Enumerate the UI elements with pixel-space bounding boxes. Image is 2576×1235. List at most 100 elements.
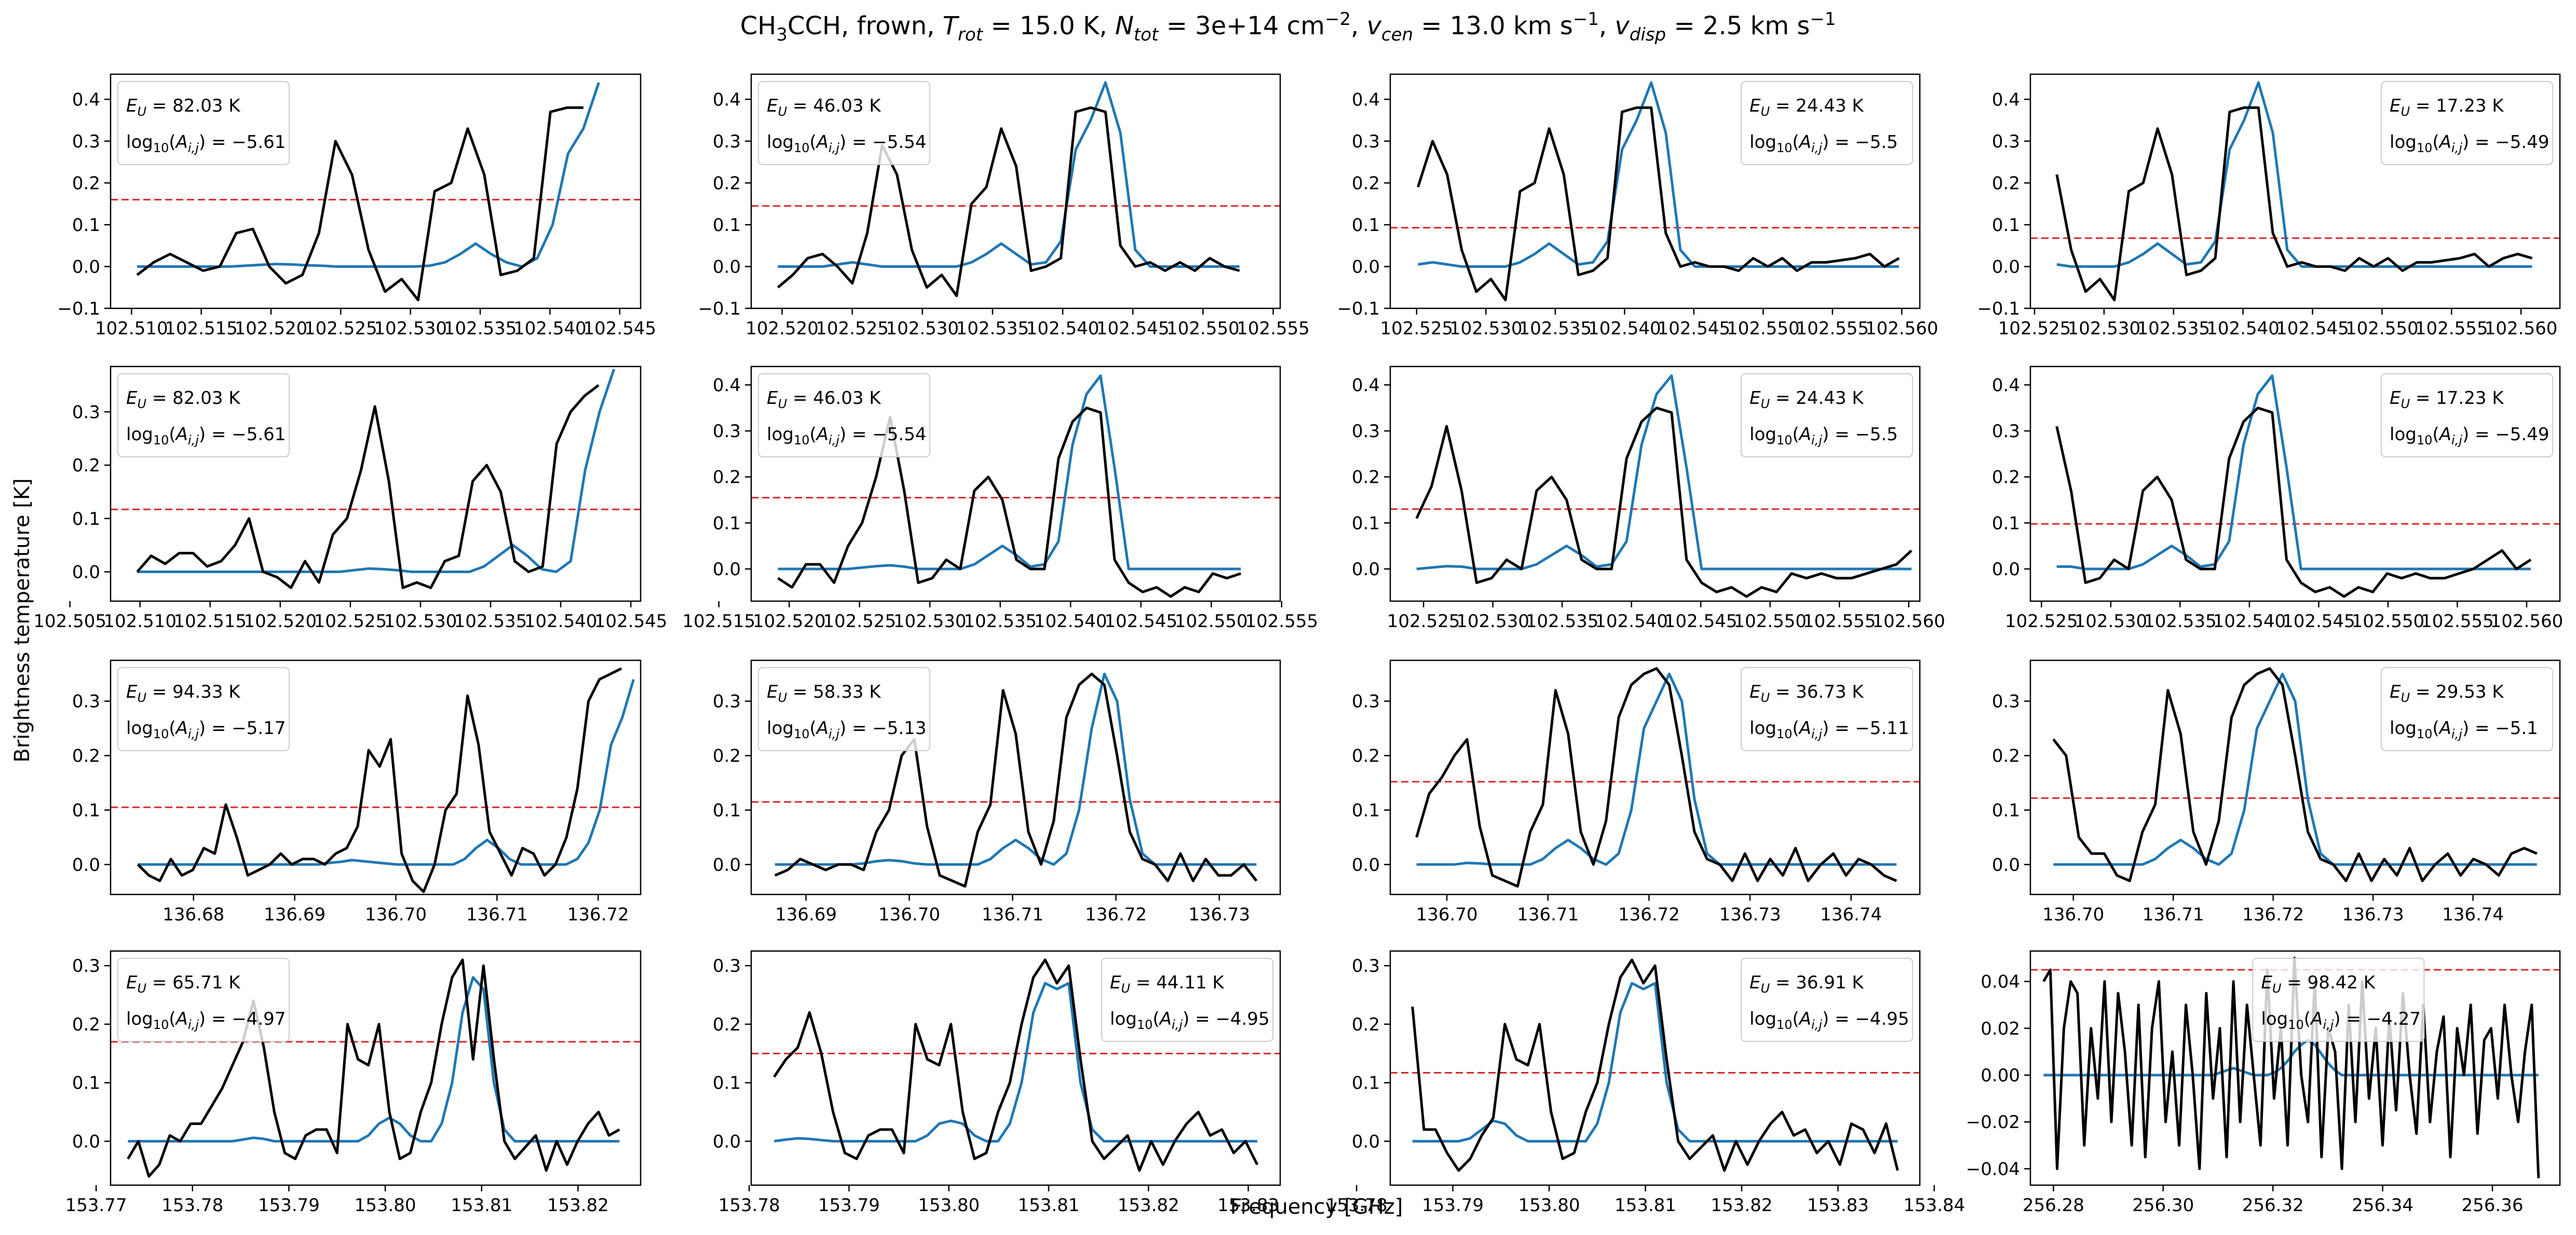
axes-frame xyxy=(1389,365,1921,602)
y-tick-label: 0.1 xyxy=(713,800,741,821)
plot-area xyxy=(1390,374,1920,598)
observed-spectrum-line xyxy=(2055,406,2532,598)
y-tick-label: 0.02 xyxy=(1981,1019,2020,1039)
x-tick-label: 102.560 xyxy=(2490,611,2564,632)
y-tick-label: 0.2 xyxy=(713,1014,741,1035)
legend-upper-energy: EU = 17.23 K xyxy=(2390,388,2504,411)
legend-upper-energy: EU = 94.33 K xyxy=(126,682,241,705)
x-tick-label: 153.79 xyxy=(818,1195,880,1216)
axes-frame xyxy=(2029,365,2561,602)
y-tick-label: 0.3 xyxy=(1352,421,1380,442)
x-tick-label: 153.79 xyxy=(1422,1195,1484,1216)
observed-spectrum-line xyxy=(774,672,1258,888)
model-spectrum-line xyxy=(1412,982,1898,1143)
legend-einstein-a: log10(Ai,j) = −5.5 xyxy=(1750,424,1898,447)
x-tick-label: 256.36 xyxy=(2462,1195,2524,1216)
y-tick-label: 0.3 xyxy=(1992,691,2020,712)
x-tick-label: 102.540 xyxy=(513,318,587,339)
legend-frame xyxy=(1101,958,1273,1042)
legend-frame xyxy=(117,667,290,751)
x-tick-label: 136.69 xyxy=(264,904,326,925)
legend-frame xyxy=(117,958,290,1042)
axes-frame xyxy=(1389,73,1921,309)
plot-area xyxy=(751,374,1280,598)
x-tick-label: 153.80 xyxy=(918,1195,980,1216)
y-tick-label: 0.0 xyxy=(713,854,741,875)
y-tick-label: 0.2 xyxy=(713,467,741,488)
x-tick-label: 256.28 xyxy=(2023,1195,2084,1216)
x-tick-label: 136.71 xyxy=(982,904,1043,925)
axes-frame xyxy=(110,950,642,1186)
y-tick-label: 0.0 xyxy=(713,1131,741,1152)
subplot-panel: 102.510102.515102.520102.525102.530102.5… xyxy=(57,73,656,339)
y-tick-label: 0.4 xyxy=(1992,375,2020,396)
axes-frame xyxy=(2029,73,2561,309)
legend-einstein-a: log10(Ai,j) = −5.61 xyxy=(126,424,286,447)
y-tick-label: −0.1 xyxy=(1977,298,2020,319)
y-tick-label: 0.4 xyxy=(1352,89,1380,110)
y-tick-label: 0.0 xyxy=(72,256,100,277)
x-tick-label: 102.530 xyxy=(886,318,959,339)
observed-spectrum-line xyxy=(777,106,1240,297)
y-tick-label: 0.0 xyxy=(72,562,100,583)
y-tick-label: 0.04 xyxy=(1981,972,2020,993)
x-tick-label: 102.510 xyxy=(103,611,177,632)
subplot-panel: 102.525102.530102.535102.540102.545102.5… xyxy=(1977,73,2561,339)
legend-einstein-a: log10(Ai,j) = −5.17 xyxy=(126,718,286,741)
legend-upper-energy: EU = 36.91 K xyxy=(1750,972,1864,996)
subplot-panel: 256.28 256.30 256.32 256.34 256.36 −0.04 −0.02… xyxy=(1966,950,2561,1216)
legend-box: EU = 58.33 K log10(Ai,j) = −5.13 xyxy=(758,667,930,751)
x-tick-label: 102.545 xyxy=(1664,611,1738,632)
x-tick-label: 102.550 xyxy=(2345,318,2419,339)
observed-spectrum-line xyxy=(1411,958,1899,1172)
plot-area xyxy=(111,369,641,589)
subplot-panel: 102.525102.530102.535102.540102.545102.5… xyxy=(1992,365,2564,632)
legend-box: EU = 44.11 K log10(Ai,j) = −4.95 xyxy=(1101,958,1273,1042)
legend-frame xyxy=(758,667,930,751)
y-tick-label: 0.0 xyxy=(713,559,741,580)
legend-box: EU = 46.03 K log10(Ai,j) = −5.54 xyxy=(758,373,930,457)
legend-frame xyxy=(117,81,290,165)
y-axis-label: Brightness temperature [K] xyxy=(10,478,34,762)
x-tick-label: 102.545 xyxy=(2276,318,2349,339)
x-tick-label: 136.73 xyxy=(1188,904,1250,925)
axes-frame xyxy=(750,365,1281,602)
legend-frame xyxy=(1741,667,1913,751)
y-tick-label: 0.4 xyxy=(713,89,741,110)
y-tick-label: 0.2 xyxy=(1992,173,2020,194)
y-tick-label: 0.3 xyxy=(713,421,741,442)
y-tick-label: −0.02 xyxy=(1966,1112,2020,1133)
x-tick-label: 102.515 xyxy=(682,611,755,632)
y-tick-label: 0.4 xyxy=(72,89,100,110)
legend-upper-energy: EU = 44.11 K xyxy=(1110,972,1225,996)
legend-einstein-a: log10(Ai,j) = −5.49 xyxy=(2390,132,2549,155)
y-tick-label: 0.0 xyxy=(1992,854,2020,875)
x-tick-label: 136.74 xyxy=(2442,904,2504,925)
legend-upper-energy: EU = 24.43 K xyxy=(1750,96,1864,119)
legend-einstein-a: log10(Ai,j) = −5.1 xyxy=(2390,718,2538,741)
x-tick-label: 153.82 xyxy=(1711,1195,1772,1216)
x-tick-label: 136.69 xyxy=(775,904,837,925)
subplot-panel: 102.525102.530102.535102.540102.545102.5… xyxy=(1352,365,1945,632)
y-tick-label: 0.3 xyxy=(72,691,100,712)
plot-area xyxy=(2030,81,2560,302)
y-tick-label: 0.2 xyxy=(1992,746,2020,767)
y-tick-label: 0.0 xyxy=(1992,256,2020,277)
x-tick-label: 102.540 xyxy=(1026,318,1100,339)
y-tick-label: 0.2 xyxy=(713,746,741,767)
x-tick-label: 102.545 xyxy=(583,318,656,339)
x-tick-label: 102.550 xyxy=(1167,318,1240,339)
legend-upper-energy: EU = 58.33 K xyxy=(767,682,882,705)
subplot-panel: 102.505102.510102.515102.520102.525102.5… xyxy=(33,365,667,632)
plot-area xyxy=(1390,81,1920,302)
x-tick-label: 153.81 xyxy=(1018,1195,1079,1216)
x-tick-label: 136.72 xyxy=(567,904,629,925)
x-tick-label: 102.530 xyxy=(893,611,967,632)
legend-upper-energy: EU = 36.73 K xyxy=(1750,682,1864,705)
y-tick-label: 0.3 xyxy=(1352,691,1380,712)
legend-box: EU = 36.73 K log10(Ai,j) = −5.11 xyxy=(1741,667,1913,751)
x-tick-label: 102.540 xyxy=(1034,611,1107,632)
x-tick-label: 102.540 xyxy=(2213,611,2286,632)
x-tick-label: 153.83 xyxy=(1217,1195,1279,1216)
x-tick-label: 102.555 xyxy=(1796,318,1869,339)
